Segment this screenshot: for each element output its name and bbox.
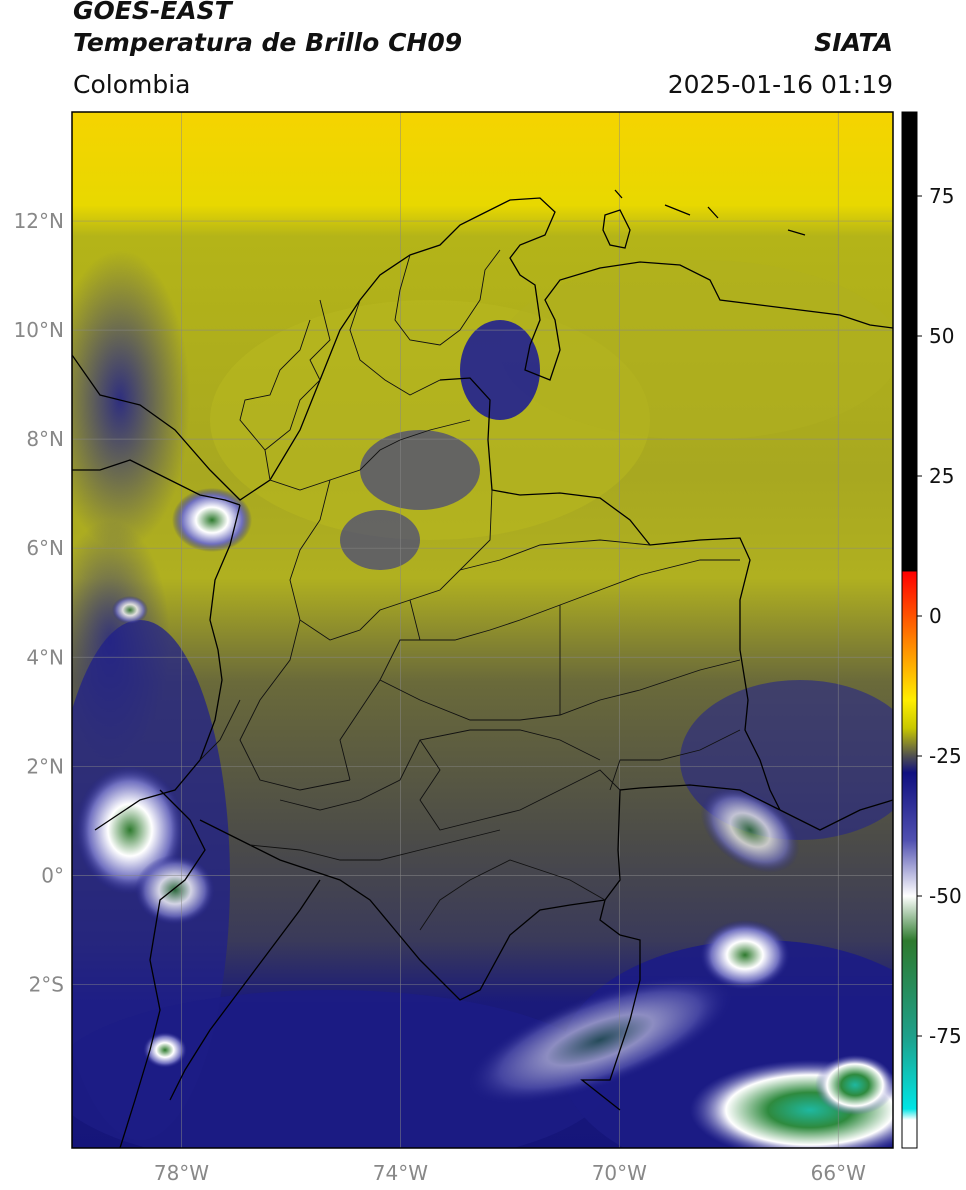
timestamp-label: 2025-01-16 01:19 bbox=[667, 70, 893, 99]
venezuela-brazil-border bbox=[779, 799, 893, 831]
lon-tick-label: 70°W bbox=[592, 1161, 647, 1185]
colombia-venezuela-border bbox=[439, 377, 781, 811]
lat-tick-label: 4°N bbox=[26, 645, 64, 669]
colorbar-tick-label: -25 bbox=[929, 744, 962, 768]
imagery-layer bbox=[72, 112, 893, 1148]
lat-tick-label: 2°N bbox=[26, 754, 64, 778]
lat-tick-label: 8°N bbox=[26, 427, 64, 451]
colorbar-tick-label: 0 bbox=[929, 604, 942, 628]
islands bbox=[614, 189, 806, 236]
colorbar-tick-label: 75 bbox=[929, 184, 954, 208]
lat-tick-label: 12°N bbox=[14, 209, 64, 233]
peru-ecuador-border bbox=[169, 879, 321, 1101]
lon-tick-label: 66°W bbox=[811, 1161, 866, 1185]
colorbar-ticks: 75 50 25 0 -25 -50 -75 bbox=[917, 184, 962, 1048]
colorbar-tick-label: 25 bbox=[929, 464, 954, 488]
lat-tick-label: 0° bbox=[41, 863, 64, 887]
latitude-labels: 12°N 10°N 8°N 6°N 4°N 2°N 0° 2°S bbox=[14, 209, 64, 996]
paraguana-peninsula bbox=[602, 209, 631, 249]
brand-label: SIATA bbox=[814, 28, 893, 57]
colorbar bbox=[901, 111, 918, 1149]
colorbar-tick-label: -75 bbox=[929, 1024, 962, 1048]
graticule bbox=[72, 112, 893, 1148]
panama-isthmus bbox=[72, 459, 241, 506]
lat-tick-label: 10°N bbox=[14, 318, 64, 342]
lon-tick-label: 74°W bbox=[373, 1161, 428, 1185]
colombia-peru-ecuador-border bbox=[199, 819, 606, 1001]
lat-tick-label: 6°N bbox=[26, 536, 64, 560]
colorbar-tick-label: -50 bbox=[929, 884, 962, 908]
region-label: Colombia bbox=[73, 70, 191, 99]
colorbar-tick-label: 50 bbox=[929, 324, 954, 348]
map-frame bbox=[71, 111, 894, 1149]
satellite-title: GOES-EAST bbox=[73, 0, 232, 25]
lon-tick-label: 78°W bbox=[154, 1161, 209, 1185]
longitude-labels: 78°W 74°W 70°W 66°W bbox=[154, 1161, 866, 1185]
departments-layer bbox=[199, 249, 741, 931]
pacific-coastline bbox=[94, 504, 241, 1148]
caribbean-coastline bbox=[72, 197, 893, 501]
lat-tick-label: 2°S bbox=[29, 972, 64, 996]
product-title: Temperatura de Brillo CH09 bbox=[73, 28, 463, 57]
